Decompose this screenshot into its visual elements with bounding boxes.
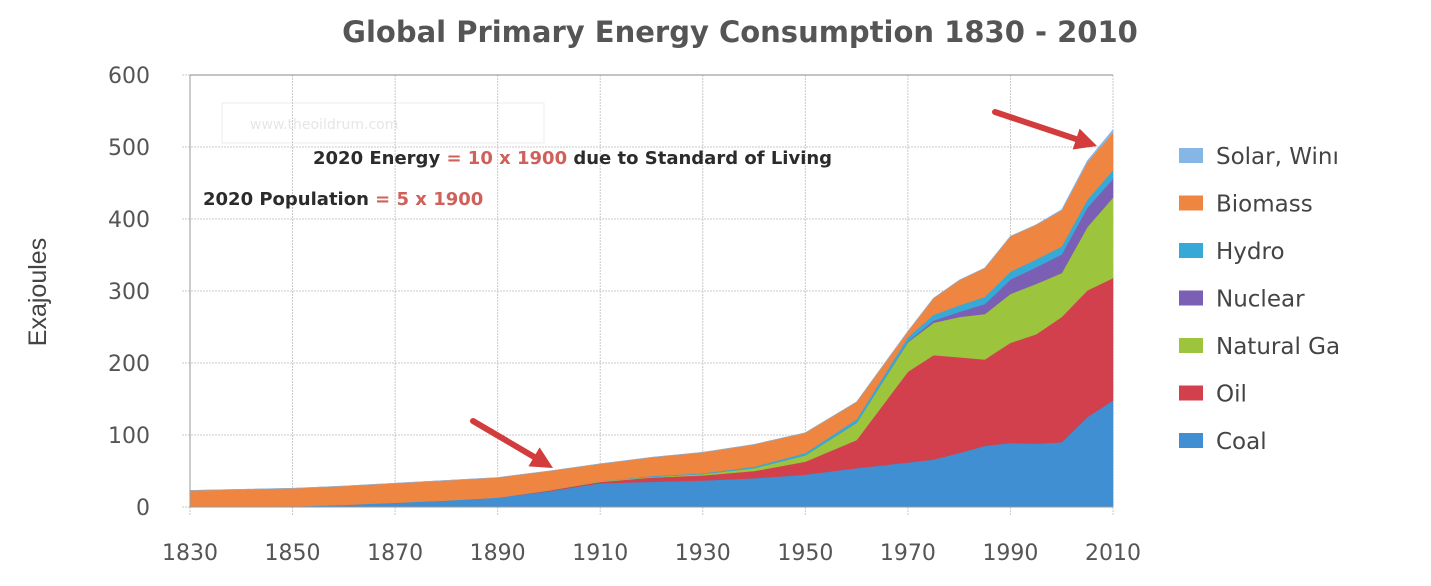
legend-swatch bbox=[1179, 338, 1203, 353]
y-axis-ticks: 0 100 200 300 400 500 600 bbox=[108, 64, 150, 521]
legend-item-solar-wind: Solar, Winı bbox=[1179, 144, 1339, 170]
y-tick-label: 400 bbox=[108, 208, 150, 233]
legend-swatch bbox=[1179, 385, 1203, 401]
legend-item-hydro: Hydro bbox=[1179, 239, 1285, 265]
x-tick-label: 1930 bbox=[675, 541, 731, 566]
legend-item-nuclear: Nuclear bbox=[1179, 287, 1305, 313]
y-tick-label: 300 bbox=[108, 280, 150, 305]
x-axis-ticks: 1830 1850 1870 1890 1910 1930 1950 1970 1990 2010 bbox=[162, 541, 1141, 566]
x-tick-label: 1830 bbox=[162, 541, 218, 566]
x-tick-label: 1910 bbox=[572, 541, 628, 566]
legend-item-natural-gas: Natural Ga bbox=[1179, 334, 1340, 360]
legend-swatch bbox=[1179, 290, 1203, 306]
x-tick-label: 1950 bbox=[777, 541, 833, 566]
y-tick-label: 100 bbox=[108, 424, 150, 449]
annotation-energy: 2020 Energy = 10 x 1900 due to Standard … bbox=[313, 148, 832, 169]
annotations: 2020 Energy = 10 x 1900 due to Standard … bbox=[203, 148, 832, 210]
annotation-energy-highlight: = 10 x 1900 bbox=[446, 148, 567, 169]
legend-label: Coal bbox=[1216, 429, 1267, 455]
arrow-to-1900-total bbox=[470, 418, 553, 468]
legend-item-oil: Oil bbox=[1179, 382, 1247, 408]
axes bbox=[189, 74, 1113, 508]
legend-label: Biomass bbox=[1216, 192, 1313, 218]
arrow-to-2010-total bbox=[992, 109, 1097, 150]
legend-label: Oil bbox=[1216, 382, 1247, 408]
arrow-shaft bbox=[470, 418, 538, 460]
legend-item-coal: Coal bbox=[1179, 429, 1267, 455]
annotation-energy-part-1: 2020 Energy bbox=[313, 148, 446, 169]
annotation-population-highlight: = 5 x 1900 bbox=[375, 189, 483, 210]
legend-label: Natural Ga bbox=[1216, 334, 1340, 360]
annotation-population: 2020 Population = 5 x 1900 bbox=[203, 189, 483, 210]
y-tick-label: 200 bbox=[108, 352, 150, 377]
x-tick-label: 1850 bbox=[265, 541, 321, 566]
area-solar-wind bbox=[189, 129, 1114, 491]
legend-label: Nuclear bbox=[1216, 287, 1305, 313]
legend-swatch bbox=[1179, 243, 1203, 258]
x-tick-label: 1870 bbox=[367, 541, 423, 566]
annotation-population-part-1: 2020 Population bbox=[203, 189, 375, 210]
arrow-shaft bbox=[992, 109, 1080, 143]
watermark: www.theoildrum.com bbox=[221, 102, 545, 144]
x-tick-label: 1970 bbox=[880, 541, 936, 566]
x-tick-label: 1990 bbox=[982, 541, 1038, 566]
legend-swatch bbox=[1179, 433, 1203, 448]
y-tick-label: 500 bbox=[108, 136, 150, 161]
stacked-areas bbox=[189, 129, 1114, 508]
legend-item-biomass: Biomass bbox=[1179, 192, 1313, 218]
legend-label: Solar, Winı bbox=[1216, 144, 1339, 170]
arrows bbox=[470, 109, 1097, 468]
legend-swatch bbox=[1179, 148, 1203, 163]
legend: Solar, Winı Biomass Hydro Nuclear Natural Ga… bbox=[1179, 144, 1340, 455]
y-tick-label: 600 bbox=[108, 64, 150, 89]
chart-title: Global Primary Energy Consumption 1830 -… bbox=[342, 15, 1138, 49]
watermark-text: www.theoildrum.com bbox=[250, 117, 398, 133]
y-tick-label: 0 bbox=[136, 496, 150, 521]
arrow-head bbox=[1072, 128, 1097, 150]
legend-label: Hydro bbox=[1216, 239, 1285, 265]
arrow-head bbox=[528, 447, 553, 468]
legend-swatch bbox=[1179, 195, 1203, 211]
annotation-energy-part-3: due to Standard of Living bbox=[567, 148, 832, 169]
x-tick-label: 2010 bbox=[1085, 541, 1141, 566]
y-axis-label: Exajoules bbox=[24, 238, 52, 346]
x-tick-label: 1890 bbox=[470, 541, 526, 566]
